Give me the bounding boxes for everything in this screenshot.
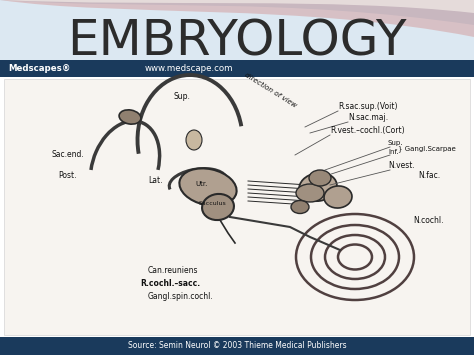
PathPatch shape [0,0,474,25]
Text: Sup.: Sup. [173,92,191,101]
Text: N.fac.: N.fac. [418,171,440,180]
Bar [0,60,474,77]
Text: Post.: Post. [58,171,76,180]
Text: N.cochl.: N.cochl. [413,216,444,225]
Text: Utr.: Utr. [196,181,208,187]
Ellipse shape [119,110,141,124]
Text: Gangl.spin.cochl.: Gangl.spin.cochl. [148,292,214,301]
Ellipse shape [309,170,331,186]
Text: R.vest.–cochl.(Cort): R.vest.–cochl.(Cort) [330,126,405,135]
Text: Lat.: Lat. [148,176,163,185]
Text: EMBRYOLOGY: EMBRYOLOGY [67,18,407,66]
Text: Can.reuniens: Can.reuniens [148,266,199,275]
Bar [0,77,474,337]
Text: } Gangl.Scarpae: } Gangl.Scarpae [398,145,456,152]
Ellipse shape [324,186,352,208]
Text: Medscapes®: Medscapes® [8,64,71,73]
Bar [0,0,474,70]
PathPatch shape [0,0,474,13]
Text: direction of view: direction of view [243,72,297,109]
Text: Inf.: Inf. [388,149,399,155]
Ellipse shape [202,194,234,220]
Ellipse shape [299,173,337,201]
Bar [0,337,474,355]
Text: Source: Semin Neurol © 2003 Thieme Medical Publishers: Source: Semin Neurol © 2003 Thieme Medic… [128,342,346,350]
Ellipse shape [291,201,309,213]
Ellipse shape [186,130,202,150]
Text: www.medscape.com: www.medscape.com [145,64,234,73]
Text: N.sac.maj.: N.sac.maj. [348,113,388,122]
Text: Sacculus: Sacculus [199,201,227,206]
Text: Sup.: Sup. [388,140,403,146]
Text: Sac.end.: Sac.end. [52,150,85,159]
Ellipse shape [179,168,237,206]
Text: R.cochl.–sacc.: R.cochl.–sacc. [140,279,200,288]
Text: R.sac.sup.(Voit): R.sac.sup.(Voit) [338,102,398,111]
Ellipse shape [296,184,324,202]
Text: N.vest.: N.vest. [388,161,415,170]
PathPatch shape [0,0,474,37]
Bar [4,79,470,335]
